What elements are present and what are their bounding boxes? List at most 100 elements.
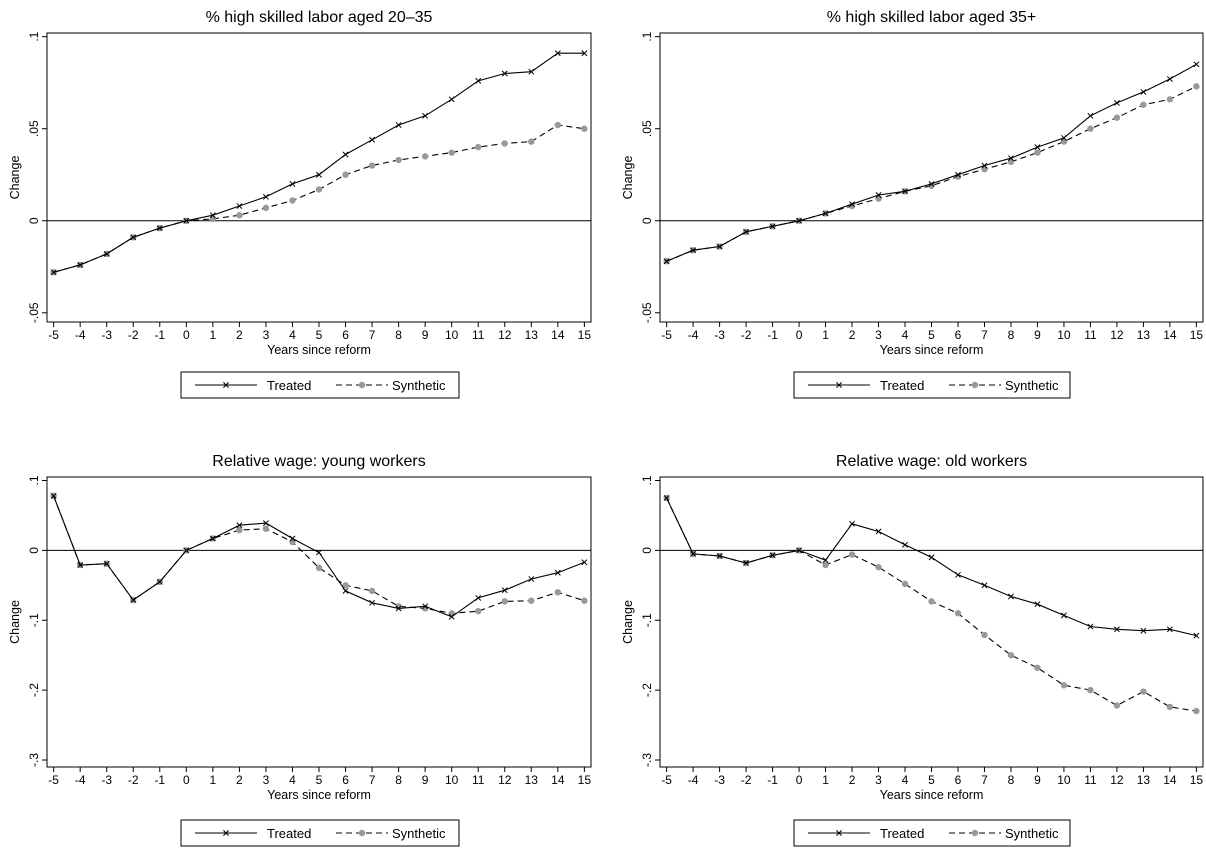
x-tick-label: -3	[714, 328, 725, 342]
x-tick-label: 8	[1008, 328, 1015, 342]
x-tick-label: 6	[342, 773, 349, 787]
x-axis-label: Years since reform	[267, 343, 371, 357]
data-point-treated	[849, 201, 855, 208]
data-point-treated	[369, 136, 376, 143]
x-tick-label: -2	[741, 773, 752, 787]
data-point-treated	[236, 522, 243, 529]
chart-title: Relative wage: old workers	[836, 453, 1027, 470]
x-tick-label: 15	[1190, 773, 1204, 787]
data-point-treated	[769, 223, 776, 230]
data-point-synthetic	[954, 610, 962, 617]
legend-marker-synthetic	[971, 381, 979, 389]
data-point-synthetic	[448, 149, 455, 156]
y-axis-label: Change	[621, 156, 635, 200]
x-tick-label: 2	[849, 328, 856, 342]
data-point-treated	[743, 228, 750, 235]
data-point-treated	[716, 553, 723, 559]
data-point-synthetic	[342, 171, 349, 178]
data-point-treated	[981, 162, 988, 169]
x-tick-label: 10	[1057, 773, 1071, 787]
x-tick-label: 0	[183, 773, 190, 787]
x-tick-label: -5	[48, 773, 59, 787]
plot-frame	[46, 32, 592, 323]
y-tick-label: .1	[640, 31, 654, 41]
data-point-treated	[50, 492, 57, 499]
data-point-treated	[1193, 632, 1200, 639]
data-point-synthetic	[395, 156, 402, 164]
data-point-treated	[422, 603, 429, 610]
x-tick-label: 12	[498, 328, 512, 342]
y-axis-label: Change	[621, 600, 635, 644]
data-point-synthetic	[1193, 707, 1200, 715]
data-point-treated	[130, 597, 137, 603]
data-point-treated	[1034, 144, 1041, 151]
y-tick-label: 0	[27, 217, 41, 224]
data-point-synthetic	[928, 598, 935, 605]
chart-title: % high skilled labor aged 20–35	[206, 9, 433, 26]
data-point-treated	[581, 50, 588, 57]
x-tick-label: 13	[525, 773, 539, 787]
x-tick-label: -1	[154, 328, 165, 342]
data-point-treated	[1113, 99, 1120, 106]
data-point-treated	[822, 210, 829, 217]
x-tick-label: 7	[369, 328, 376, 342]
data-point-synthetic	[1007, 158, 1015, 166]
chart-panel-3: Relative wage: young workers -.3 -.2 -.1 0 .1…	[8, 453, 592, 847]
data-point-synthetic	[1140, 688, 1147, 695]
x-tick-label: 12	[1110, 328, 1124, 342]
data-point-synthetic	[262, 204, 270, 212]
data-point-synthetic	[1193, 83, 1200, 90]
x-tick-label: 8	[1008, 773, 1015, 787]
x-tick-label: 12	[498, 773, 512, 787]
data-point-synthetic	[1087, 686, 1094, 694]
x-tick-label: -3	[714, 773, 725, 787]
y-axis-label: Change	[8, 600, 22, 644]
x-tick-label: -5	[661, 773, 672, 787]
data-point-treated	[875, 192, 882, 198]
legend: Treated Synthetic	[180, 819, 460, 847]
data-point-treated	[581, 559, 588, 566]
data-point-synthetic	[368, 587, 376, 595]
data-point-treated	[475, 594, 482, 601]
data-point-treated	[316, 171, 322, 178]
x-tick-label: -4	[75, 328, 86, 342]
chart-panel-1: % high skilled labor aged 20–35 -.05 0 .05.…	[8, 9, 592, 399]
x-axis-label: Years since reform	[880, 343, 984, 357]
x-tick-label: -3	[101, 328, 112, 342]
x-tick-label: 10	[1057, 328, 1071, 342]
legend-marker-treated	[223, 830, 229, 836]
data-point-treated	[289, 535, 296, 542]
x-tick-label: 9	[422, 773, 429, 787]
data-point-treated	[501, 587, 508, 594]
data-point-treated	[77, 562, 84, 569]
data-point-synthetic	[262, 525, 270, 532]
data-point-treated	[690, 550, 697, 557]
y-tick-label: -.1	[27, 613, 41, 627]
y-tick-label: -.3	[27, 753, 41, 767]
data-point-synthetic	[342, 582, 349, 589]
data-point-treated	[395, 122, 402, 128]
y-tick-label: -.2	[640, 683, 654, 697]
x-tick-label: -2	[128, 773, 139, 787]
data-point-synthetic	[1034, 664, 1041, 671]
data-point-treated	[395, 605, 402, 612]
x-tick-label: 4	[902, 328, 909, 342]
data-point-treated	[1060, 612, 1067, 619]
data-point-treated	[183, 547, 190, 554]
data-point-treated	[448, 613, 455, 620]
legend-label-synthetic: Synthetic	[392, 378, 446, 393]
x-tick-label: 15	[1190, 328, 1204, 342]
data-point-treated	[769, 552, 776, 559]
data-point-treated	[902, 541, 908, 548]
y-tick-label: 0	[640, 217, 654, 224]
data-point-synthetic	[209, 215, 217, 223]
data-point-synthetic	[475, 143, 482, 151]
x-tick-label: 13	[1137, 773, 1151, 787]
data-point-treated	[1008, 155, 1014, 162]
chart-title: Relative wage: young workers	[212, 453, 425, 470]
data-point-treated	[1113, 626, 1120, 633]
x-tick-label: 11	[1084, 773, 1097, 787]
data-point-synthetic	[1140, 101, 1147, 108]
data-point-treated	[50, 269, 57, 276]
